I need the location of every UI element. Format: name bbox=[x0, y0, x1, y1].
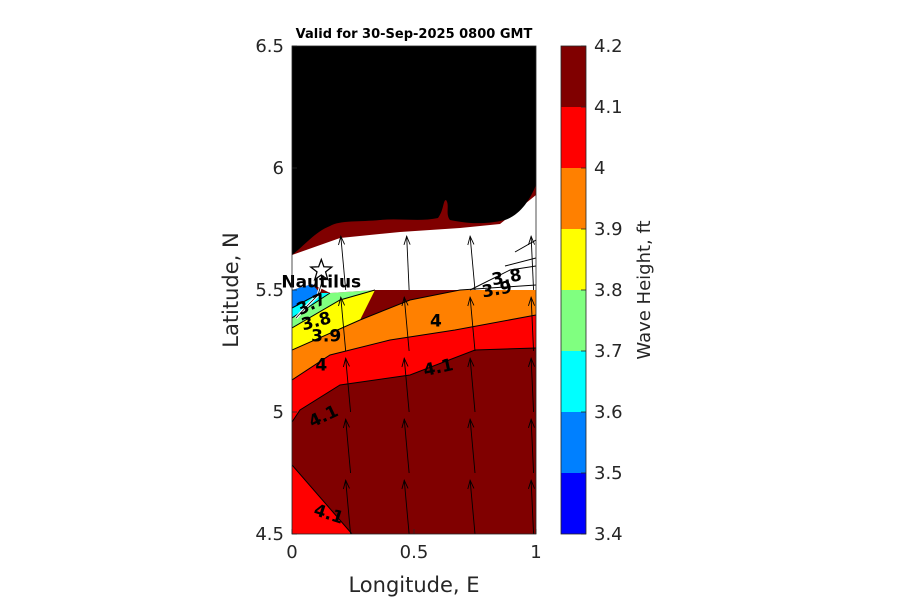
contour-line bbox=[469, 265, 536, 291]
wave-vector bbox=[403, 480, 410, 534]
wave-vector bbox=[406, 236, 410, 291]
wave-vector-head bbox=[342, 357, 350, 368]
x-axis-label: Longitude, E bbox=[348, 573, 479, 597]
colorbar-swatch bbox=[561, 473, 586, 534]
station-star-icon bbox=[308, 257, 334, 281]
contour-line bbox=[504, 257, 536, 267]
wave-vector bbox=[469, 419, 476, 474]
colorbar-swatch bbox=[561, 290, 586, 351]
land-mask bbox=[292, 46, 536, 255]
contour-line bbox=[292, 464, 353, 534]
wave-vector-head bbox=[338, 235, 346, 246]
wave-vector-head bbox=[338, 296, 346, 307]
wave-vector-head bbox=[467, 479, 475, 490]
wave-vector-head bbox=[527, 418, 536, 429]
contour-line bbox=[514, 239, 536, 253]
colorbar-tick-label: 3.6 bbox=[594, 402, 623, 423]
x-tick-label: 0.5 bbox=[400, 542, 429, 563]
colorbar-tick-label: 4 bbox=[594, 158, 605, 179]
wave-vector bbox=[403, 297, 410, 352]
wave-vector bbox=[530, 297, 535, 352]
wave-vector bbox=[340, 297, 347, 352]
y-axis-ticks: 4.5 5 5.5 6 6.5 bbox=[255, 36, 297, 545]
level-3.9-region bbox=[292, 285, 536, 380]
wave-vector-head bbox=[467, 296, 475, 307]
colorbar-swatch bbox=[561, 46, 586, 107]
wave-vector-head bbox=[401, 357, 409, 368]
wave-vector-head bbox=[527, 479, 536, 490]
wave-vector-head bbox=[401, 296, 409, 307]
contour-label: 3.9 bbox=[311, 326, 341, 346]
y-tick-label: 5 bbox=[273, 402, 284, 423]
station-marker: Nautilus bbox=[281, 257, 361, 292]
colorbar-tick-label: 3.5 bbox=[594, 463, 623, 484]
plot-area: 3.83.944.144.14.13.93.83.7 bbox=[292, 46, 536, 534]
wave-vector-head bbox=[342, 479, 350, 490]
wave-vector bbox=[530, 358, 535, 413]
level-3.5-region bbox=[292, 284, 320, 308]
level-3.8-region bbox=[292, 290, 375, 350]
wave-vector bbox=[403, 358, 410, 413]
wave-vector bbox=[469, 480, 476, 534]
x-tick-label: 1 bbox=[530, 542, 541, 563]
wave-vector bbox=[340, 236, 347, 291]
no-data-region bbox=[292, 195, 536, 293]
colorbar: 3.4 3.5 3.6 3.7 3.8 3.9 4 4.1 4.2 bbox=[560, 36, 623, 545]
colorbar-tick-label: 3.9 bbox=[594, 219, 623, 240]
colorbar-swatch bbox=[561, 412, 586, 473]
colorbar-tick-label: 4.1 bbox=[594, 97, 623, 118]
wave-vector bbox=[345, 419, 352, 474]
contour-line bbox=[292, 314, 536, 381]
colorbar-swatch bbox=[561, 107, 586, 168]
wave-vector bbox=[469, 297, 476, 352]
colorbar-tick-label: 3.8 bbox=[594, 280, 623, 301]
wave-vector-head bbox=[342, 418, 350, 429]
chart-title: Valid for 30-Sep-2025 0800 GMT bbox=[296, 27, 533, 42]
colorbar-tick-label: 4.2 bbox=[594, 36, 623, 57]
contour-line bbox=[292, 347, 536, 423]
colorbar-swatch bbox=[561, 229, 586, 290]
contour-label: 4 bbox=[315, 356, 327, 376]
wave-vector-head bbox=[467, 418, 475, 429]
wave-vector bbox=[345, 358, 352, 413]
wave-vector-head bbox=[467, 357, 475, 368]
wave-vector bbox=[530, 419, 535, 474]
colorbar-swatch bbox=[561, 351, 586, 412]
colorbar-tick-label: 3.4 bbox=[594, 524, 623, 545]
wave-vector bbox=[469, 358, 476, 413]
y-tick-label: 6.5 bbox=[255, 36, 284, 57]
wave-vector-head bbox=[467, 235, 475, 246]
y-tick-label: 4.5 bbox=[255, 524, 284, 545]
wave-vector bbox=[530, 480, 535, 534]
colorbar-swatch bbox=[561, 168, 586, 229]
wave-vector-head bbox=[401, 479, 409, 490]
wave-vector bbox=[530, 236, 535, 291]
wave-vector-head bbox=[527, 235, 536, 246]
wave-vector bbox=[345, 480, 352, 534]
wave-vector-head bbox=[401, 418, 409, 429]
y-axis-label: Latitude, N bbox=[219, 232, 243, 348]
x-tick-label: 0 bbox=[286, 542, 297, 563]
wave-vector-head bbox=[403, 235, 411, 246]
wave-vector bbox=[469, 236, 476, 291]
wave-vector-head bbox=[527, 296, 536, 307]
station-label: Nautilus bbox=[281, 272, 361, 292]
level-4.0-region bbox=[292, 315, 536, 422]
x-axis-ticks: 0 0.5 1 bbox=[286, 529, 542, 563]
contour-line bbox=[292, 292, 321, 309]
contour-line bbox=[292, 284, 536, 351]
colorbar-label: Wave Height, ft bbox=[634, 220, 655, 359]
contour-label: 4 bbox=[430, 312, 442, 332]
wave-vector bbox=[403, 419, 410, 474]
y-tick-label: 6 bbox=[273, 158, 284, 179]
level-3.7-region bbox=[292, 290, 375, 328]
coastline-track-edge bbox=[295, 274, 325, 319]
colorbar-tick-label: 3.7 bbox=[594, 341, 623, 362]
wave-vectors bbox=[338, 235, 536, 534]
wave-vector-head bbox=[527, 357, 536, 368]
y-tick-label: 5.5 bbox=[255, 280, 284, 301]
